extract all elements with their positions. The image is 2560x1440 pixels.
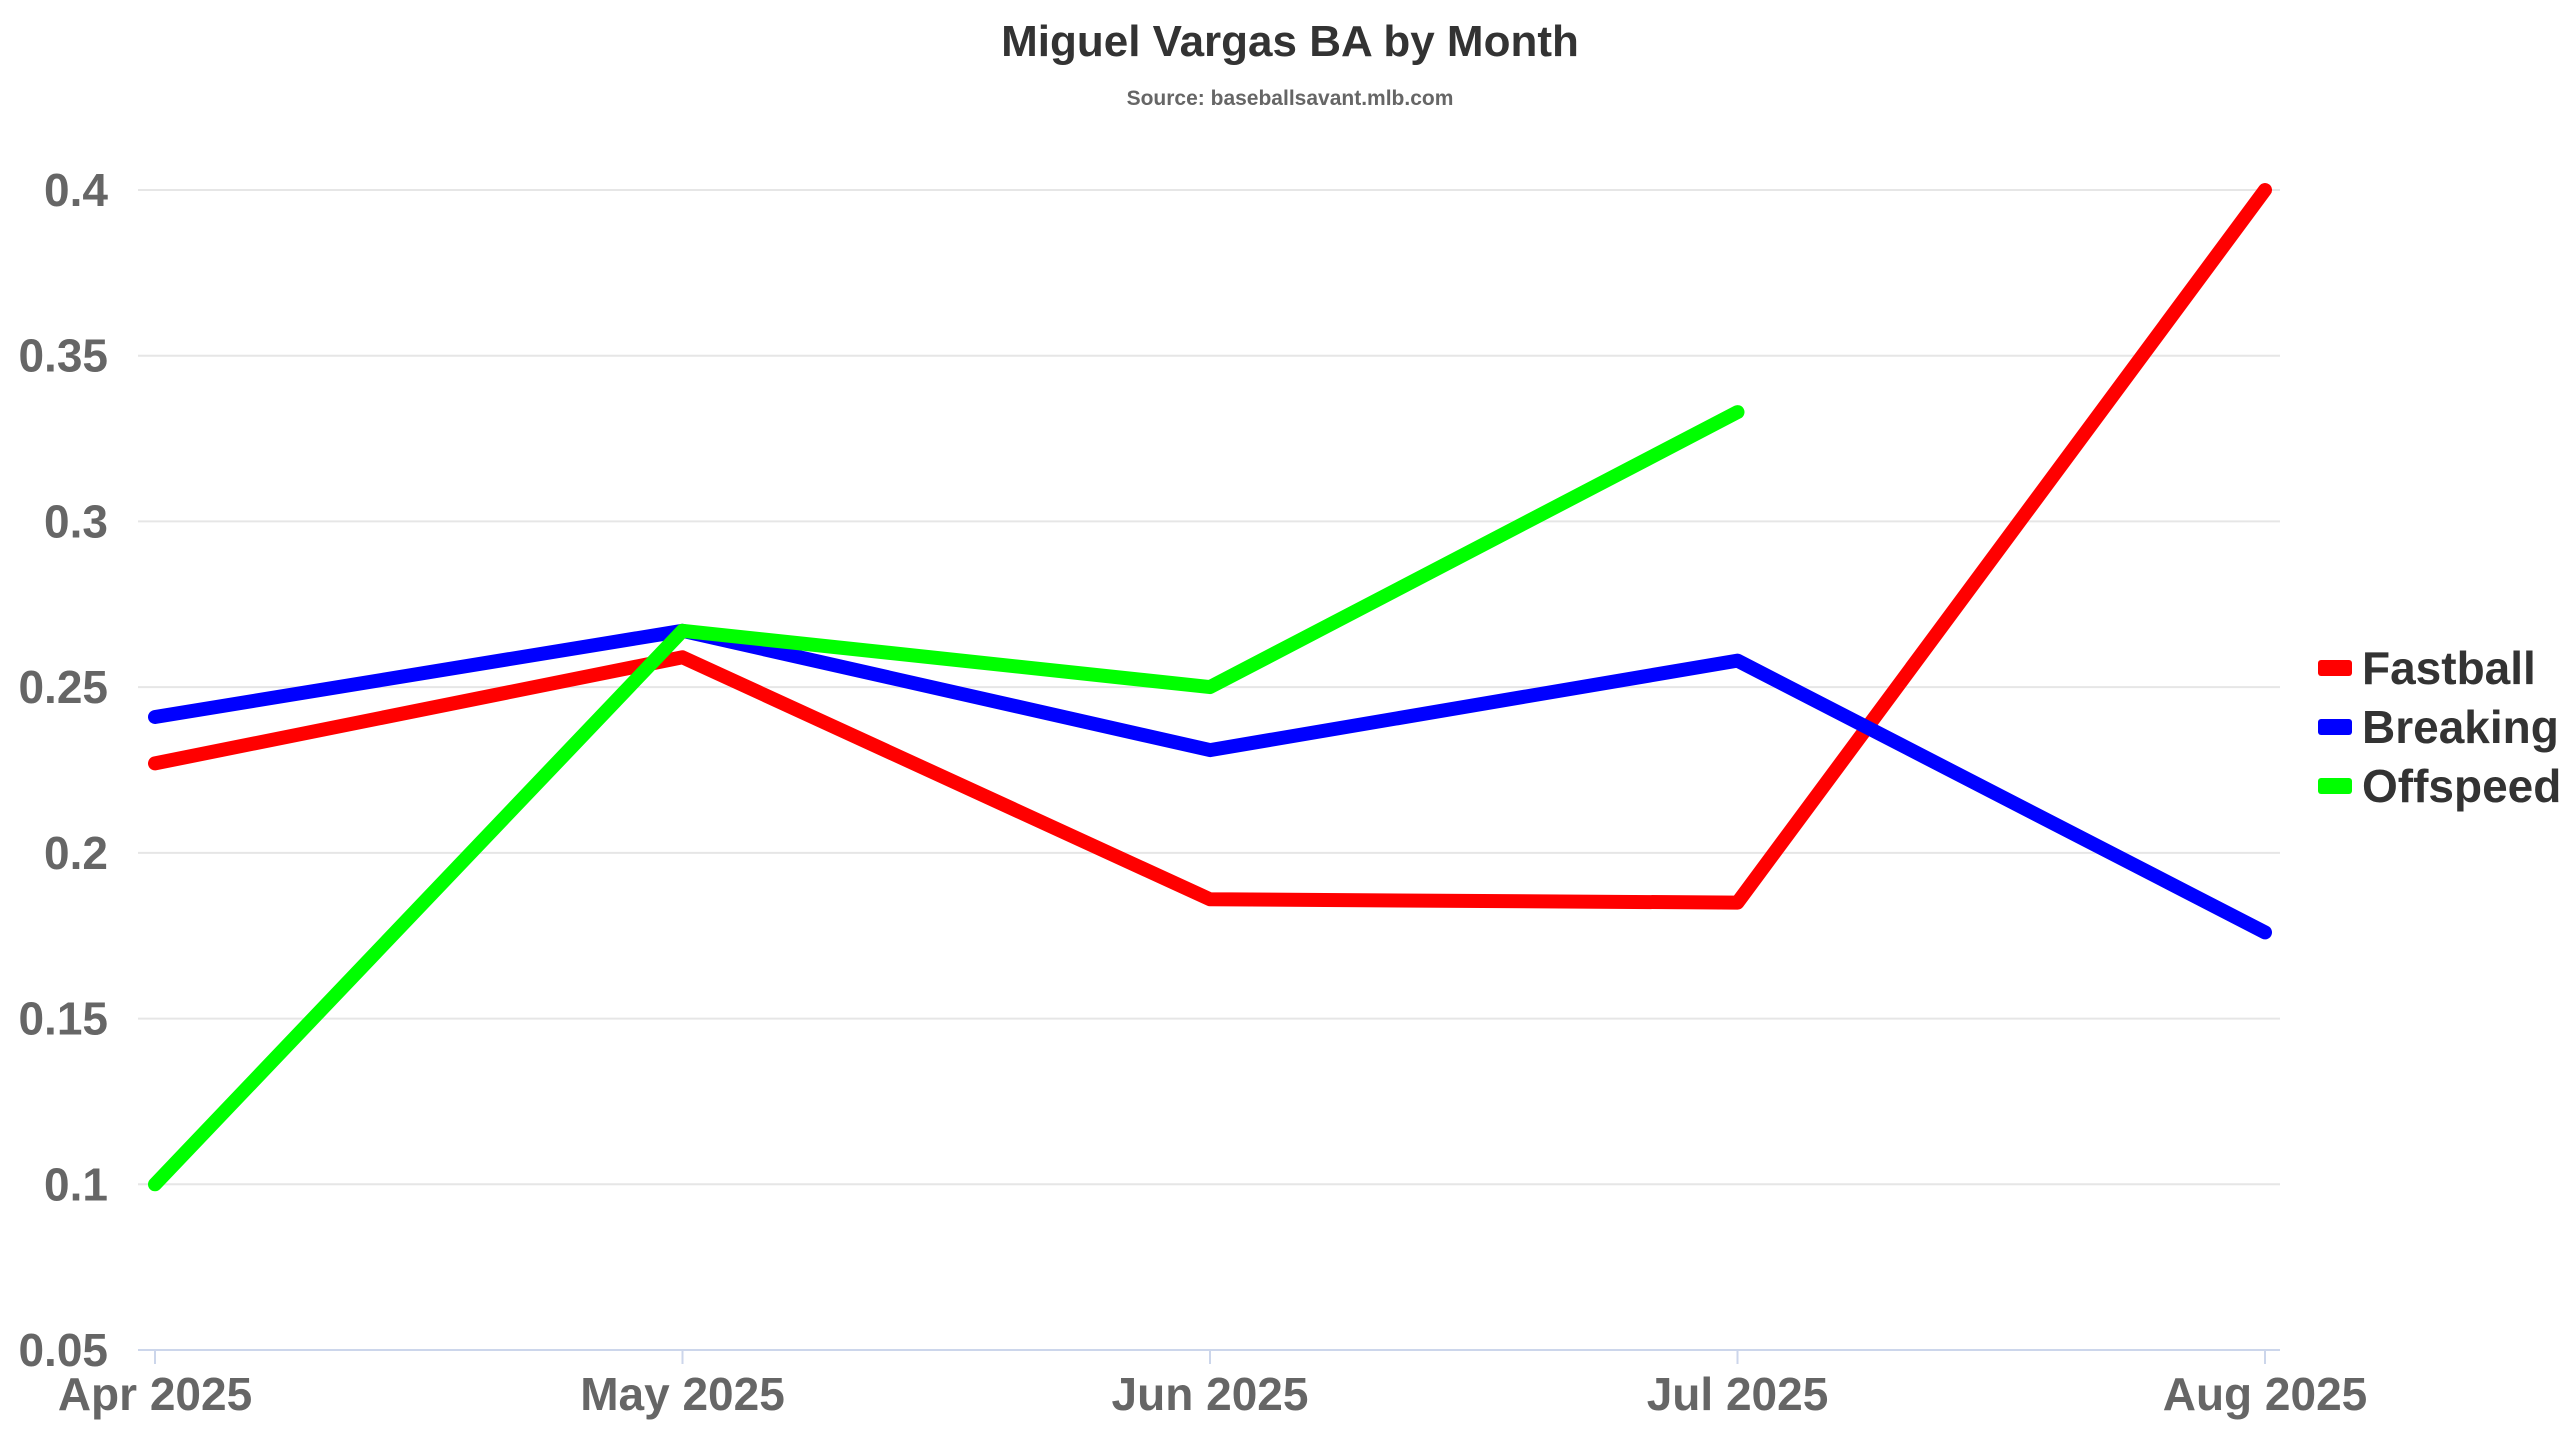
y-tick-label: 0.1 [44, 1158, 108, 1210]
legend-swatch [2318, 778, 2352, 794]
x-tick-label: Jun 2025 [1112, 1368, 1309, 1420]
y-tick-label: 0.2 [44, 827, 108, 879]
y-tick-label: 0.15 [18, 993, 108, 1045]
y-tick-label: 0.35 [18, 330, 108, 382]
y-tick-label: 0.4 [44, 164, 108, 216]
legend-swatch [2318, 660, 2352, 676]
x-tick-label: Apr 2025 [58, 1368, 252, 1420]
y-tick-label: 0.05 [18, 1324, 108, 1376]
x-tick-label: Aug 2025 [2163, 1368, 2368, 1420]
x-tick-label: Jul 2025 [1647, 1368, 1829, 1420]
y-tick-label: 0.25 [18, 661, 108, 713]
legend-item-fastball[interactable]: Fastball [2318, 642, 2536, 694]
legend-item-offspeed[interactable]: Offspeed [2318, 760, 2560, 812]
chart-title: Miguel Vargas BA by Month [1001, 17, 1579, 66]
x-axis [138, 1349, 2280, 1364]
x-axis-tick-labels: Apr 2025 May 2025 Jun 2025 Jul 2025 Aug 2025 [58, 1368, 2367, 1420]
series-line-breaking [148, 623, 2272, 940]
legend-swatch [2318, 719, 2352, 735]
series-line-offspeed [148, 405, 1745, 1192]
legend: Fastball Breaking Offspeed [2318, 642, 2560, 812]
legend-label: Offspeed [2362, 760, 2560, 812]
y-tick-label: 0.3 [44, 495, 108, 547]
legend-item-breaking[interactable]: Breaking [2318, 701, 2559, 753]
series-line-fastball [148, 183, 2272, 910]
gridlines [138, 189, 2280, 1186]
series-lines [148, 183, 2272, 1192]
x-tick-label: May 2025 [580, 1368, 785, 1420]
legend-label: Breaking [2362, 701, 2559, 753]
y-axis-tick-labels: 0.05 0.1 0.15 0.2 0.25 0.3 0.35 0.4 [18, 164, 108, 1376]
chart-subtitle: Source: baseballsavant.mlb.com [1127, 87, 1454, 110]
legend-label: Fastball [2362, 642, 2536, 694]
